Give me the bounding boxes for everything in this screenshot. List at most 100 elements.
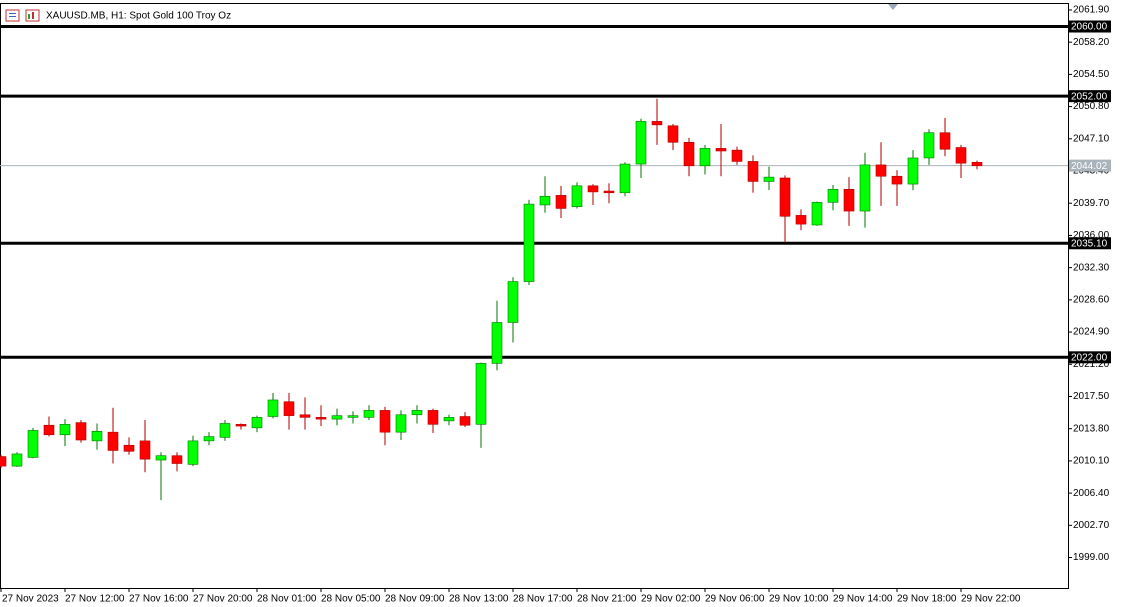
candle-body <box>811 202 823 226</box>
plot-frame <box>0 3 1069 589</box>
candle-body <box>155 455 167 461</box>
y-tick-label: 2010.10 <box>1073 456 1110 467</box>
candle-body <box>203 436 215 442</box>
x-tick-label: 27 Nov 2023 <box>2 594 59 605</box>
candle-body <box>91 431 103 442</box>
candle-body <box>107 431 119 451</box>
level-line-tag <box>1069 351 1111 364</box>
candle-body <box>683 141 695 167</box>
candle-body <box>715 148 727 152</box>
level-line-label: 2035.10 <box>1071 238 1108 249</box>
level-line-label: 2022.00 <box>1071 352 1108 363</box>
candle-body <box>187 440 199 465</box>
candle-body <box>363 410 375 418</box>
candle-body <box>443 417 455 422</box>
candle-body <box>859 164 871 212</box>
shift-marker <box>888 4 898 10</box>
candle-body <box>411 410 423 416</box>
candle-body <box>219 423 231 438</box>
y-tick-label: 2054.50 <box>1073 69 1110 80</box>
candle-body <box>283 401 295 416</box>
candle-body <box>379 410 391 433</box>
candle-body <box>827 188 839 203</box>
x-tick-label: 28 Nov 21:00 <box>577 594 637 605</box>
candle-body <box>331 415 343 420</box>
y-tick-label: 2039.70 <box>1073 198 1110 209</box>
candle-body <box>507 281 519 323</box>
candle-body <box>427 410 439 425</box>
candle-body <box>667 125 679 143</box>
candle-body <box>955 147 967 164</box>
symbol-icons <box>5 9 40 22</box>
x-tick-label: 28 Nov 01:00 <box>257 594 317 605</box>
candle-body <box>619 163 631 194</box>
candle-body <box>779 177 791 217</box>
candle-body <box>299 414 311 418</box>
candle-body <box>923 132 935 159</box>
level-line-label: 2052.00 <box>1071 91 1108 102</box>
candle-body <box>699 148 711 167</box>
candle-body <box>635 121 647 165</box>
candle-body <box>235 424 247 427</box>
y-tick-label: 2050.80 <box>1073 101 1110 112</box>
candle-body <box>475 363 487 425</box>
candle-body <box>459 416 471 426</box>
candle-body <box>587 185 599 193</box>
x-tick-label: 28 Nov 17:00 <box>513 594 573 605</box>
level-line-tag <box>1069 90 1111 103</box>
x-tick-label: 29 Nov 02:00 <box>641 594 701 605</box>
candle-body <box>875 164 887 177</box>
candle-body <box>251 417 263 429</box>
price-line-tag <box>1069 159 1111 172</box>
candle-body <box>171 455 183 464</box>
level-line-label: 2060.00 <box>1071 22 1108 33</box>
candle-body <box>555 195 567 209</box>
y-tick-label: 2028.60 <box>1073 294 1110 305</box>
y-tick-label: 2017.50 <box>1073 391 1110 402</box>
candle-body <box>603 190 615 194</box>
candle-body <box>523 203 535 282</box>
x-tick-label: 27 Nov 12:00 <box>65 594 125 605</box>
x-tick-label: 29 Nov 22:00 <box>961 594 1021 605</box>
y-tick-label: 2032.30 <box>1073 262 1110 273</box>
candle-body <box>315 417 327 420</box>
level-line-tag <box>1069 20 1111 33</box>
candle-body <box>123 444 135 452</box>
x-tick-label: 28 Nov 09:00 <box>385 594 445 605</box>
candle-body <box>11 453 23 467</box>
candle-body <box>651 121 663 126</box>
price-line-label: 2044.02 <box>1071 161 1108 172</box>
chart-title: XAUUSD.MB, H1: Spot Gold 100 Troy Oz <box>46 11 231 22</box>
y-tick-label: 2024.90 <box>1073 327 1110 338</box>
candle-body <box>843 188 855 212</box>
x-tick-label: 29 Nov 10:00 <box>769 594 829 605</box>
candle-body <box>939 132 951 150</box>
x-tick-label: 29 Nov 18:00 <box>897 594 957 605</box>
candle-body <box>891 175 903 185</box>
candle-body <box>539 195 551 206</box>
y-tick-label: 2013.80 <box>1073 423 1110 434</box>
candle-body <box>971 162 983 167</box>
candle-body <box>571 185 583 208</box>
candle-body <box>59 424 71 436</box>
y-tick-label: 1999.00 <box>1073 552 1110 563</box>
candle-body <box>27 430 39 458</box>
y-tick-label: 2047.10 <box>1073 133 1110 144</box>
candle-body <box>747 161 759 182</box>
level-line-tag <box>1069 237 1111 250</box>
icon-list <box>5 9 20 22</box>
candle-body <box>347 415 359 418</box>
candle-body <box>795 215 807 225</box>
x-tick-label: 28 Nov 05:00 <box>321 594 381 605</box>
candle-body <box>75 422 87 441</box>
x-tick-label: 27 Nov 16:00 <box>129 594 189 605</box>
candle-body <box>395 414 407 433</box>
y-tick-label: 2006.40 <box>1073 488 1110 499</box>
y-tick-label: 2058.20 <box>1073 37 1110 48</box>
x-tick-label: 29 Nov 06:00 <box>705 594 765 605</box>
y-tick-label: 2002.70 <box>1073 520 1110 531</box>
candle-body <box>907 157 919 185</box>
candle-body <box>763 176 775 182</box>
